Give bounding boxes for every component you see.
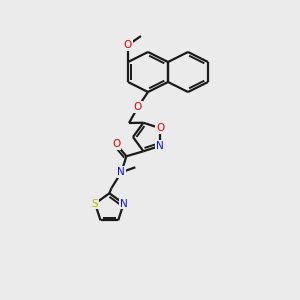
Text: N: N	[120, 199, 128, 208]
Text: O: O	[134, 102, 142, 112]
Text: N: N	[118, 167, 125, 177]
Text: N: N	[156, 141, 164, 151]
Text: O: O	[124, 40, 132, 50]
Text: S: S	[92, 199, 98, 208]
Text: O: O	[112, 139, 121, 149]
Text: O: O	[156, 123, 164, 133]
